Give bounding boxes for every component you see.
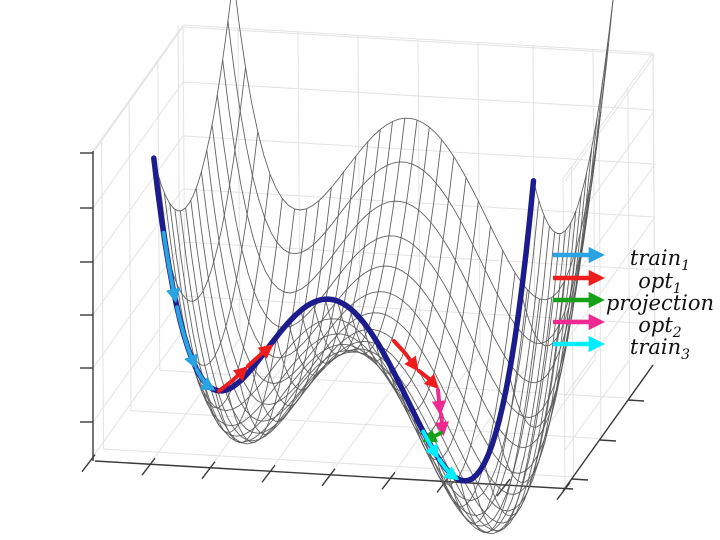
train1-arrow-1 [161, 230, 181, 304]
train1-arrow-2 [175, 305, 198, 370]
axes [80, 151, 654, 500]
surface-mesh [153, 0, 614, 535]
training-path-curve [151, 155, 537, 484]
opt2-arrow-2 [434, 412, 450, 437]
train3-arrow-2 [437, 457, 460, 481]
opt1-arrow-1 [217, 366, 249, 393]
opt2-arrow-1 [431, 388, 447, 416]
legend-arrows [553, 246, 605, 353]
opt1-arrow-4 [417, 369, 440, 390]
path-arrows [161, 230, 460, 481]
opt1-arrow-2 [246, 344, 274, 368]
train1-arrow-3 [194, 367, 216, 391]
opt1-arrow-3 [392, 339, 419, 372]
train3-arrow-1 [421, 429, 440, 460]
